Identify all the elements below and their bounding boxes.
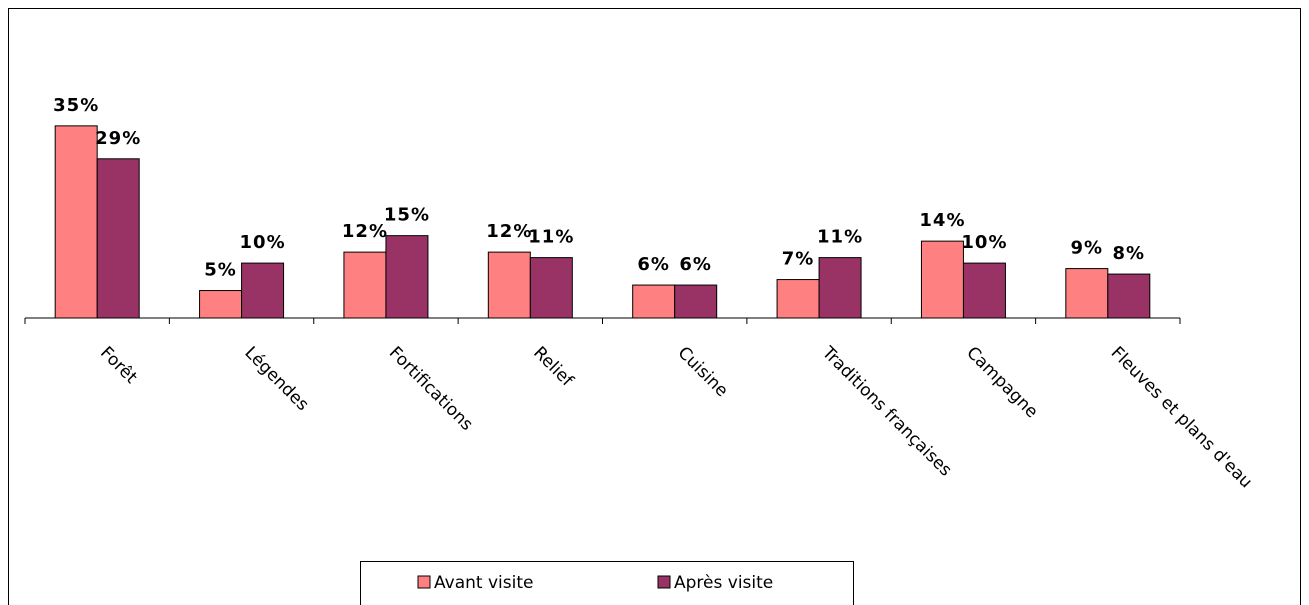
- bar: [529, 257, 573, 319]
- bar: [385, 235, 429, 319]
- data-label: 35%: [53, 95, 99, 116]
- legend-swatch: [417, 575, 431, 589]
- data-label: 12%: [342, 221, 388, 242]
- bar: [487, 251, 531, 319]
- legend-label: Après visite: [674, 573, 773, 593]
- bar: [962, 262, 1006, 319]
- data-label: 6%: [637, 254, 670, 275]
- legend-box: [360, 561, 854, 605]
- data-label: 29%: [95, 128, 141, 149]
- data-label: 6%: [679, 254, 712, 275]
- data-label: 5%: [204, 260, 237, 281]
- data-label: 10%: [961, 232, 1007, 253]
- data-label: 7%: [782, 249, 815, 270]
- bar: [632, 284, 676, 319]
- bar: [199, 290, 243, 319]
- data-label: 12%: [486, 221, 532, 242]
- data-label: 11%: [528, 227, 574, 248]
- data-label: 14%: [919, 210, 965, 231]
- bar: [920, 240, 964, 319]
- bar: [1107, 273, 1151, 319]
- bar: [674, 284, 718, 319]
- bar: [241, 262, 285, 319]
- data-label: 11%: [817, 227, 863, 248]
- bar: [776, 279, 820, 319]
- data-label: 10%: [240, 232, 286, 253]
- data-label: 15%: [384, 205, 430, 226]
- bar: [54, 125, 98, 319]
- bar: [96, 158, 140, 319]
- bar: [343, 251, 387, 319]
- data-label: 9%: [1071, 238, 1104, 259]
- data-label: 8%: [1113, 243, 1146, 264]
- bar: [818, 257, 862, 319]
- bar: [1065, 268, 1109, 319]
- legend-swatch: [657, 575, 671, 589]
- legend-label: Avant visite: [434, 573, 533, 593]
